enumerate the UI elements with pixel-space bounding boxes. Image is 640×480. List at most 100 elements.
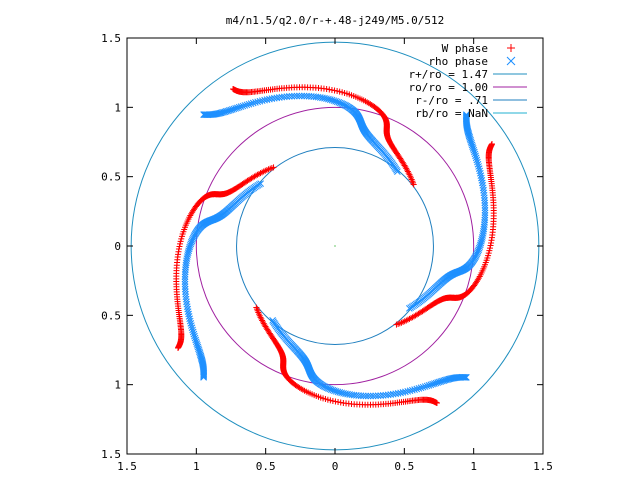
data-point <box>332 398 339 405</box>
data-point <box>367 392 375 400</box>
data-point <box>201 111 208 118</box>
data-points <box>173 84 497 408</box>
data-point <box>421 383 429 390</box>
data-point <box>191 334 199 342</box>
data-point <box>188 324 196 332</box>
data-point <box>200 111 207 118</box>
data-point <box>481 206 489 214</box>
data-point <box>472 154 480 162</box>
data-point <box>413 385 421 393</box>
data-point <box>239 102 247 110</box>
data-point <box>475 163 482 170</box>
x-tick-label: 0 <box>332 460 339 473</box>
data-point <box>462 113 470 121</box>
data-point <box>463 111 470 118</box>
data-point <box>189 326 196 334</box>
data-point <box>481 209 489 217</box>
data-point <box>487 242 494 249</box>
data-point <box>460 373 468 381</box>
data-point <box>362 392 370 400</box>
data-point <box>419 383 427 391</box>
data-point <box>462 374 469 381</box>
data-point <box>181 278 189 286</box>
legend-label: rho phase <box>428 55 488 68</box>
data-point <box>459 373 467 381</box>
data-point <box>185 247 192 255</box>
data-point <box>471 150 479 158</box>
y-axis: 1.5 1 0.5 0 0.5 1 1.5 <box>101 32 543 461</box>
data-point <box>463 374 470 381</box>
data-point <box>200 374 207 381</box>
data-point <box>372 392 379 400</box>
legend-label: rb/ro = NaN <box>415 107 488 120</box>
data-point <box>197 354 205 361</box>
data-point <box>474 160 482 168</box>
data-point <box>201 111 209 119</box>
data-point <box>408 386 416 394</box>
data-point <box>200 371 208 379</box>
x-tick-label: 1 <box>470 460 477 473</box>
data-point <box>478 237 485 245</box>
data-point <box>473 156 481 164</box>
data-point <box>462 114 470 122</box>
data-point <box>254 98 262 106</box>
data-point <box>300 92 308 100</box>
chart-title: m4/n1.5/q2.0/r-+.48-j249/M5.0/512 <box>226 14 445 27</box>
data-point <box>203 111 211 119</box>
y-tick-label: 1.5 <box>101 448 121 461</box>
data-point <box>291 92 298 100</box>
data-point <box>433 399 440 406</box>
data-point <box>243 101 251 109</box>
data-point <box>241 102 249 109</box>
data-point <box>247 100 255 107</box>
data-point <box>443 376 450 384</box>
data-point <box>481 204 489 212</box>
y-tick-label: 0.5 <box>101 171 121 184</box>
data-point <box>478 236 486 243</box>
data-point <box>334 88 341 95</box>
x-tick-label: 1 <box>193 460 200 473</box>
data-point <box>369 392 377 400</box>
data-point <box>463 112 470 119</box>
data-point <box>188 322 195 329</box>
data-point <box>486 247 493 254</box>
data-point <box>189 328 197 336</box>
data-point <box>478 234 486 241</box>
x-tick-label: 0.5 <box>256 460 276 473</box>
data-point <box>252 99 259 106</box>
data-point <box>472 152 479 160</box>
data-point <box>181 273 189 281</box>
data-point <box>181 280 189 288</box>
legend-label: ro/ro = 1.00 <box>409 81 488 94</box>
legend-label: W phase <box>442 42 488 55</box>
data-point <box>220 108 227 116</box>
legend-marker <box>507 44 515 52</box>
data-point <box>475 165 483 173</box>
data-point <box>470 148 478 156</box>
y-tick-label: 1 <box>114 379 121 392</box>
data-point <box>245 100 253 108</box>
data-point <box>175 344 182 351</box>
data-point <box>230 86 237 93</box>
data-point <box>415 385 423 392</box>
data-point <box>411 386 418 393</box>
x-tick-label: 1.5 <box>533 460 553 473</box>
data-point <box>192 336 200 344</box>
data-point <box>481 211 489 219</box>
data-point <box>177 240 184 247</box>
data-point <box>200 370 208 378</box>
data-point <box>176 243 183 250</box>
reference-circle <box>195 106 475 386</box>
data-point <box>425 381 433 389</box>
data-point <box>200 373 207 380</box>
data-point <box>462 112 470 120</box>
data-point <box>200 372 208 380</box>
data-point <box>181 275 189 283</box>
data-point <box>326 96 334 103</box>
data-point <box>184 251 192 258</box>
y-tick-label: 1 <box>114 101 121 114</box>
data-point <box>340 389 347 397</box>
y-tick-label: 1.5 <box>101 32 121 45</box>
data-point <box>486 245 493 252</box>
